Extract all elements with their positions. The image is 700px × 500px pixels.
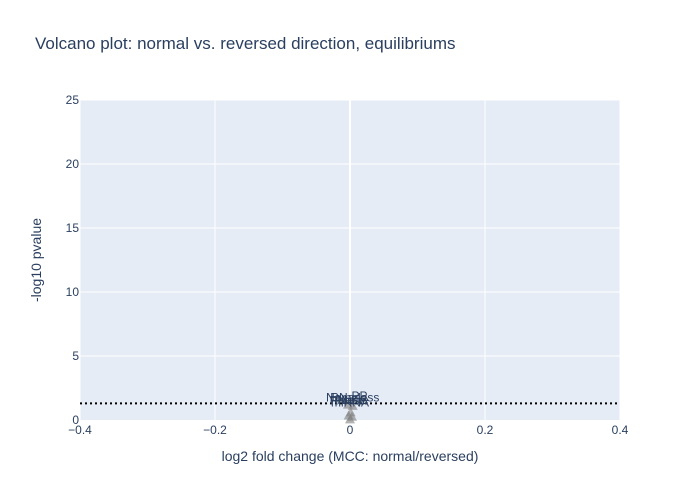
y-tick-label: 10 [66, 285, 80, 299]
y-tick-label: 0 [72, 413, 79, 427]
data-point [345, 407, 356, 417]
point-label: RNase [330, 394, 367, 408]
data-points [342, 399, 358, 424]
point-label: miRNA [331, 396, 369, 410]
chart-title: Volcano plot: normal vs. reversed direct… [35, 34, 456, 53]
point-label: PP [351, 389, 367, 403]
y-tick-label: 20 [66, 157, 80, 171]
y-tick-label: 25 [66, 93, 80, 107]
x-tick-label: 0 [347, 423, 354, 437]
x-tick-label: −0.4 [68, 423, 92, 437]
x-axis-title: log2 fold change (MCC: normal/reversed) [222, 448, 479, 464]
point-label: Name [337, 393, 369, 407]
y-tick-label: 15 [66, 221, 80, 235]
data-point [342, 399, 353, 409]
axis-ticks: −0.4 −0.2 0 0.2 0.4 0 5 10 15 20 25 [66, 93, 629, 437]
grid-lines [79, 99, 621, 420]
x-tick-label: 0.2 [477, 423, 494, 437]
y-tick-label: 5 [72, 349, 79, 363]
point-label: RNase [330, 390, 367, 404]
y-axis-title: -log10 pvalue [28, 218, 44, 302]
point-label: Nameless [326, 390, 379, 404]
x-tick-label: −0.2 [203, 423, 227, 437]
x-tick-label: 0.4 [612, 423, 629, 437]
